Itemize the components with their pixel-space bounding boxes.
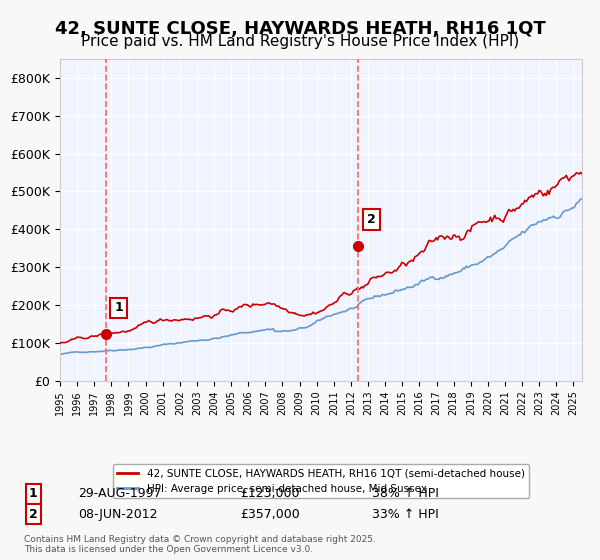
Text: Price paid vs. HM Land Registry's House Price Index (HPI): Price paid vs. HM Land Registry's House … — [81, 34, 519, 49]
Text: 08-JUN-2012: 08-JUN-2012 — [78, 507, 157, 521]
Text: 2: 2 — [367, 213, 376, 226]
Text: Contains HM Land Registry data © Crown copyright and database right 2025.
This d: Contains HM Land Registry data © Crown c… — [24, 535, 376, 554]
Text: 1: 1 — [114, 301, 123, 315]
Text: £123,000: £123,000 — [240, 487, 299, 501]
Text: 42, SUNTE CLOSE, HAYWARDS HEATH, RH16 1QT: 42, SUNTE CLOSE, HAYWARDS HEATH, RH16 1Q… — [55, 20, 545, 38]
Legend: 42, SUNTE CLOSE, HAYWARDS HEATH, RH16 1QT (semi-detached house), HPI: Average pr: 42, SUNTE CLOSE, HAYWARDS HEATH, RH16 1Q… — [113, 464, 529, 498]
Text: 2: 2 — [29, 507, 37, 521]
Text: £357,000: £357,000 — [240, 507, 300, 521]
Text: 1: 1 — [29, 487, 37, 501]
Text: 38% ↑ HPI: 38% ↑ HPI — [372, 487, 439, 501]
Text: 29-AUG-1997: 29-AUG-1997 — [78, 487, 161, 501]
Text: 33% ↑ HPI: 33% ↑ HPI — [372, 507, 439, 521]
